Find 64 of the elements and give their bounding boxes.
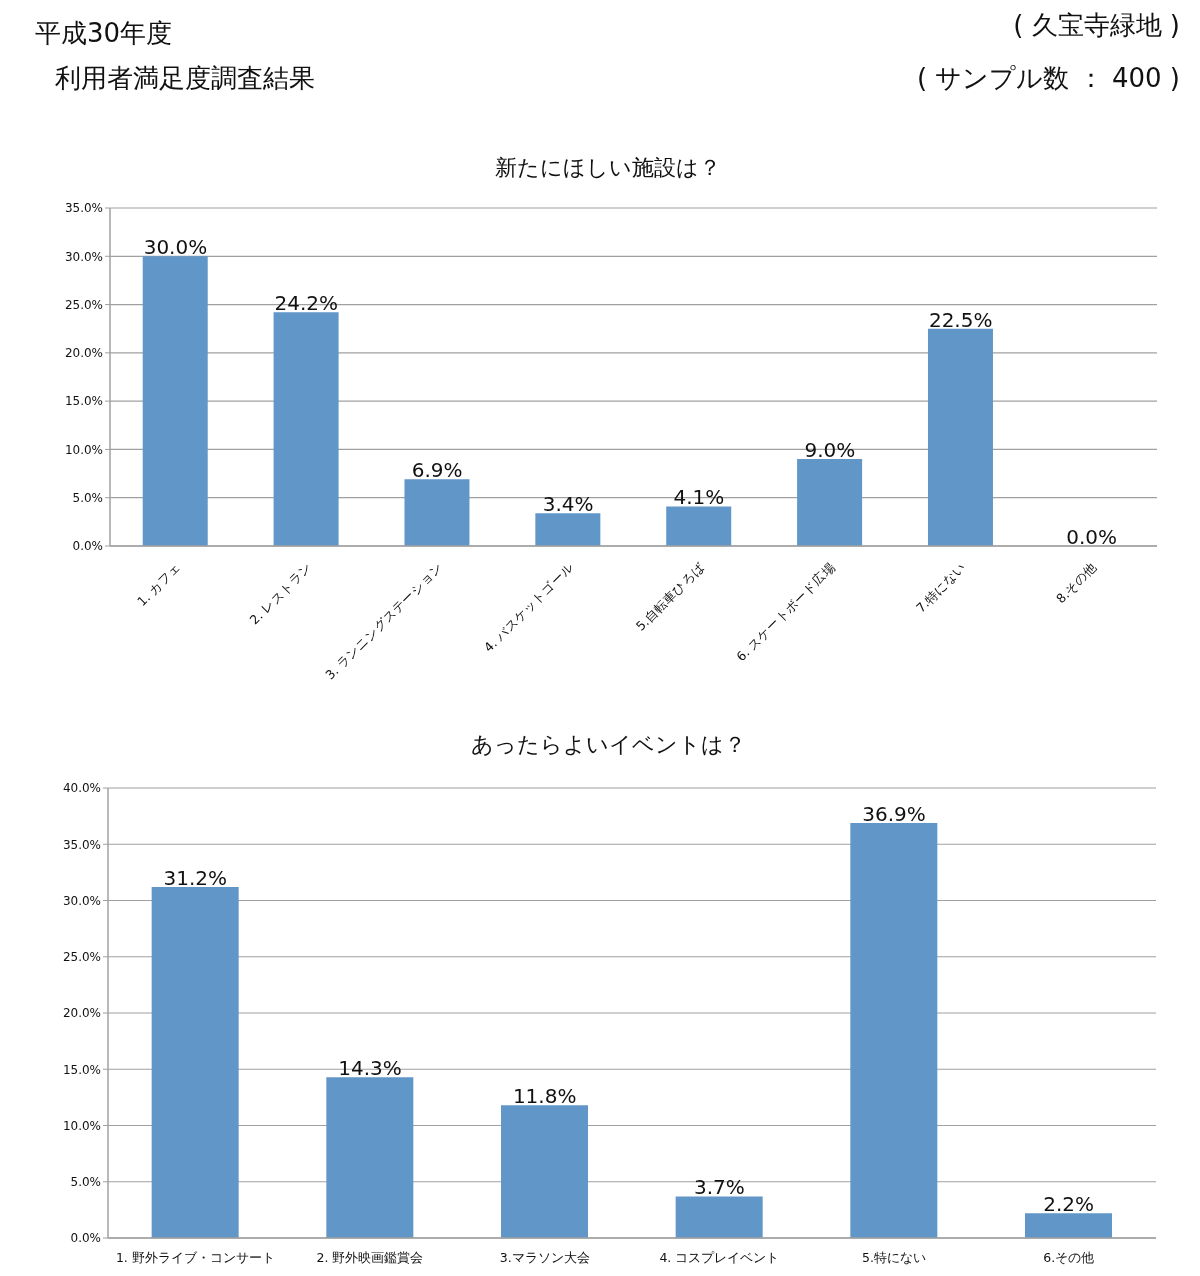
data-label: 3.4% [542,492,594,517]
bar [927,328,993,546]
data-label: 3.7% [693,1175,745,1200]
bar [501,1105,588,1238]
y-tick-label: 5.0% [70,1175,101,1190]
chart-title: あったらよいイベントは？ [470,731,746,759]
text: ( サンプル数 ： 400 ) [917,62,1180,95]
bar [675,1196,763,1238]
bar [797,459,863,546]
y-tick-label: 35.0% [62,837,101,852]
data-label: 14.3% [338,1056,402,1081]
bar [151,887,239,1238]
y-tick-label: 15.0% [62,1062,101,1077]
y-tick-label: 40.0% [62,781,101,796]
data-label: 4.1% [673,485,725,510]
y-tick-label: 0.0% [70,1231,101,1246]
y-tick-label: 5.0% [72,490,103,505]
x-tick-label: 7.特にない [912,559,969,616]
y-tick-label: 10.0% [64,442,103,457]
x-tick-label: 2. 野外映画鑑賞会 [316,1250,424,1265]
chart-title: 新たにほしい施設は？ [495,154,721,182]
y-tick-label: 30.0% [62,893,101,908]
x-tick-label: 4. バスケットゴール [480,559,577,655]
y-tick-label: 0.0% [72,539,103,554]
y-tick-label: 25.0% [62,950,101,965]
y-tick-label: 10.0% [62,1118,101,1133]
x-tick-label: 6.その他 [1043,1250,1095,1265]
data-label: 30.0% [143,235,208,260]
y-tick-label: 35.0% [64,201,103,216]
text: 利用者満足度調査結果 [55,62,315,95]
data-label: 31.2% [163,866,228,890]
data-label: 9.0% [804,438,856,463]
y-tick-label: 20.0% [62,1006,101,1021]
bar [142,256,208,546]
x-tick-label: 8.その他 [1053,559,1100,607]
bar [666,506,732,546]
x-tick-label: 2. レストラン [246,559,315,628]
bar [1025,1213,1112,1238]
y-tick-label: 25.0% [64,297,103,312]
x-tick-label: 4. コスプレイベント [659,1250,780,1265]
y-tick-label: 20.0% [64,346,103,361]
bar [850,822,938,1238]
x-tick-label: 6. スケートボード広場 [733,559,838,665]
bar [273,312,339,546]
data-label: 24.2% [274,291,339,316]
text: 平成30年度 [35,17,173,50]
x-tick-label: 1. カフェ [134,559,184,609]
bar [535,513,601,546]
data-label: 0.0% [1066,525,1117,549]
data-label: 36.9% [862,801,926,826]
data-label: 11.8% [512,1084,577,1109]
text: ( 久宝寺緑地 ) [1013,9,1180,42]
x-tick-label: 1. 野外ライブ・コンサート [115,1250,275,1265]
data-label: 6.9% [411,458,463,483]
x-tick-label: 3. ランニングステーション [322,559,446,683]
y-tick-label: 30.0% [64,249,103,264]
data-label: 22.5% [928,307,993,332]
bar [326,1077,414,1238]
x-tick-label: 5.特にない [862,1250,926,1265]
y-tick-label: 15.0% [64,394,103,409]
data-label: 2.2% [1043,1192,1095,1217]
x-tick-label: 3.マラソン大会 [499,1250,590,1265]
x-tick-label: 5.自転車ひろば [632,558,708,634]
bar [404,479,470,546]
